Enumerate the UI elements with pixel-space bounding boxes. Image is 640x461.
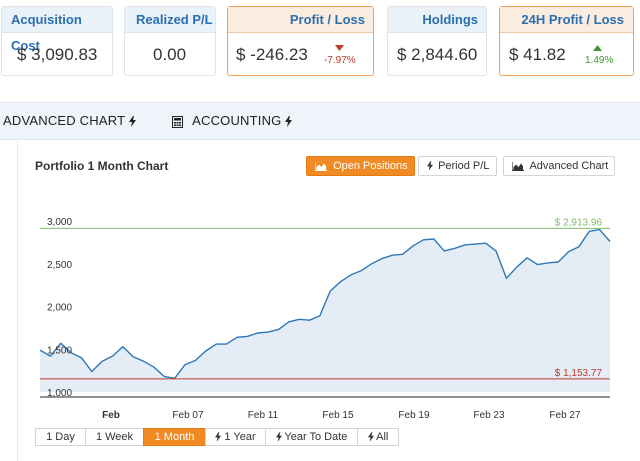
tab-advanced-chart-label: ADVANCED CHART: [3, 113, 125, 128]
range-1-month-button[interactable]: 1 Month: [143, 428, 206, 446]
open-positions-label: Open Positions: [333, 160, 408, 172]
profit-loss-pct: -7.97%: [324, 55, 356, 66]
range-1-month-label: 1 Month: [154, 431, 195, 443]
chart-panel: [17, 141, 640, 461]
range-ytd-button[interactable]: Year To Date: [265, 428, 358, 446]
profit-24h-label: 24H Profit / Loss: [500, 7, 633, 33]
open-positions-button[interactable]: Open Positions: [306, 156, 415, 176]
caret-down-icon: [335, 45, 344, 51]
period-pl-label: Period P/L: [438, 160, 490, 172]
range-1-day-button[interactable]: 1 Day: [35, 428, 86, 446]
caret-up-icon: [593, 45, 602, 51]
range-1-day-label: 1 Day: [46, 431, 75, 443]
profit-loss-value: $ -246.23: [236, 45, 308, 64]
acquisition-cost-value: $ 3,090.83: [17, 45, 98, 64]
holdings-card: Holdings $ 2,844.60: [387, 6, 487, 76]
profit-24h-pct: 1.49%: [585, 55, 614, 66]
tab-accounting[interactable]: ACCOUNTING: [172, 103, 293, 139]
range-1-week-label: 1 Week: [95, 431, 134, 443]
bolt-icon: [275, 432, 282, 442]
chart-title: Portfolio 1 Month Chart: [35, 159, 169, 173]
range-1-week-button[interactable]: 1 Week: [85, 428, 144, 446]
bolt-icon: [427, 161, 433, 171]
profit-loss-label: Profit / Loss: [228, 7, 373, 33]
tab-advanced-chart[interactable]: ADVANCED CHART: [3, 103, 136, 139]
period-pl-button[interactable]: Period P/L: [418, 156, 497, 176]
profit-24h-card: 24H Profit / Loss $ 41.82 1.49%: [499, 6, 634, 76]
range-1-year-button[interactable]: 1 Year: [205, 428, 266, 446]
tab-accounting-label: ACCOUNTING: [192, 113, 282, 128]
area-chart-icon: [315, 161, 327, 171]
calculator-icon: [172, 115, 183, 128]
bolt-icon: [215, 432, 222, 442]
holdings-label: Holdings: [388, 7, 486, 33]
acquisition-cost-card: Acquisition Cost $ 3,090.83: [1, 6, 113, 76]
profit-loss-card: Profit / Loss $ -246.23 -7.97%: [227, 6, 374, 76]
realized-pl-value: 0.00: [153, 45, 187, 64]
profit-24h-value: $ 41.82: [509, 45, 566, 64]
range-ytd-label: Year To Date: [284, 431, 348, 443]
realized-pl-card: Realized P/L 0.00: [124, 6, 216, 76]
advanced-chart-label: Advanced Chart: [529, 160, 609, 172]
bolt-icon: [128, 116, 136, 128]
advanced-chart-button[interactable]: Advanced Chart: [503, 156, 615, 176]
tabs-bar: ADVANCED CHART ACCOUNTING: [0, 102, 640, 140]
range-all-button[interactable]: All: [357, 428, 399, 446]
area-chart-icon: [512, 161, 524, 171]
acquisition-cost-label: Acquisition Cost: [2, 7, 112, 53]
bolt-icon: [285, 116, 293, 128]
bolt-icon: [367, 432, 374, 442]
realized-pl-label: Realized P/L: [125, 7, 215, 33]
range-1-year-label: 1 Year: [224, 431, 256, 443]
holdings-value: $ 2,844.60: [397, 45, 478, 64]
range-all-label: All: [376, 431, 389, 443]
